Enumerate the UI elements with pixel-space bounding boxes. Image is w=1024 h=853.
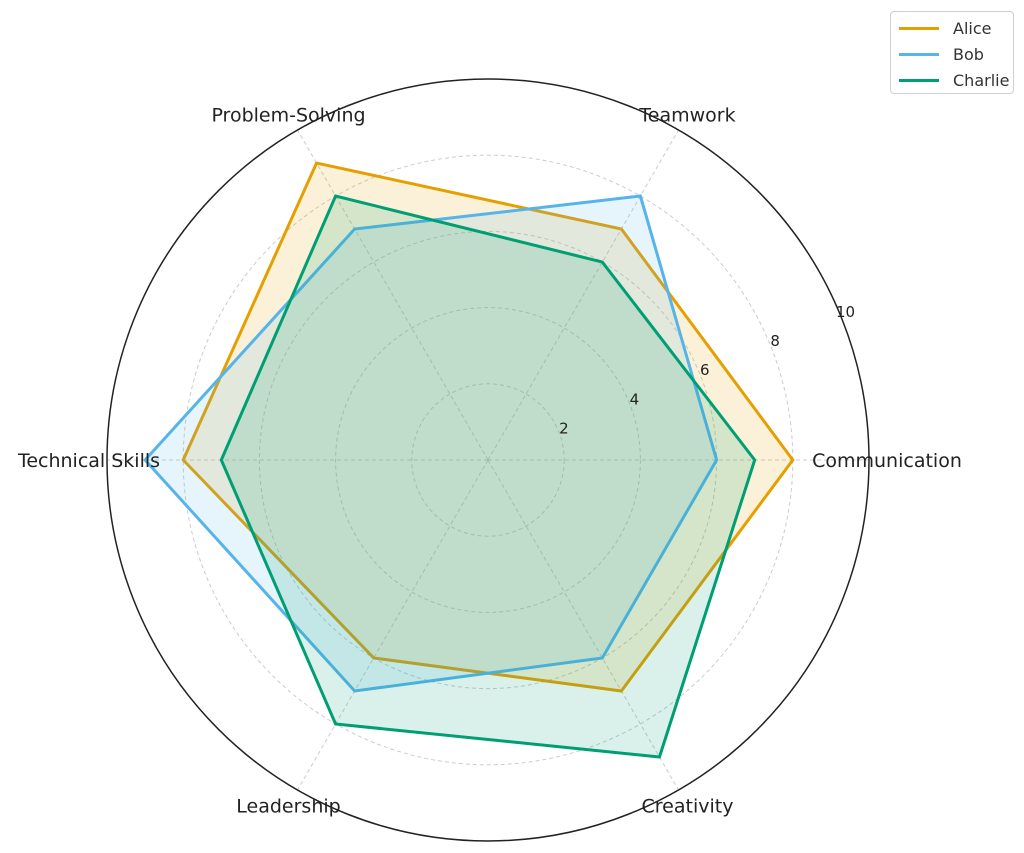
outer-circle: [106, 78, 870, 842]
series-fill-charlie: [221, 196, 755, 757]
series-fill-bob: [145, 196, 717, 691]
grid-spoke: [297, 129, 489, 461]
legend-label-bob: Bob: [953, 44, 984, 64]
legend-item-alice: Alice: [899, 18, 991, 38]
legend-swatch-charlie: [899, 78, 939, 82]
grid-spoke: [297, 459, 489, 791]
legend-swatch-alice: [899, 26, 939, 30]
grid-spoke: [487, 129, 679, 461]
grid-circle: [335, 307, 641, 613]
radial-tick-label: 10: [836, 303, 855, 321]
grid-circle: [411, 383, 565, 537]
legend-item-bob: Bob: [899, 44, 984, 64]
radial-tick-label: 4: [630, 390, 640, 408]
legend-label-charlie: Charlie: [953, 70, 1010, 90]
legend-item-charlie: Charlie: [899, 70, 1009, 90]
axis-label-communication: Communication: [812, 450, 962, 472]
legend: Alice Bob Charlie: [890, 11, 1014, 94]
axis-label-problem-solving: Problem-Solving: [211, 104, 365, 126]
axis-label-creativity: Creativity: [642, 796, 734, 818]
legend-swatch-bob: [899, 52, 939, 56]
axis-label-leadership: Leadership: [236, 796, 340, 818]
axis-label-teamwork: Teamwork: [638, 104, 735, 126]
series-fill-alice: [183, 163, 793, 691]
axis-label-technical-skills: Technical Skills: [17, 450, 160, 472]
radial-tick-label: 6: [700, 361, 710, 379]
grid-spoke: [487, 459, 679, 791]
legend-label-alice: Alice: [953, 18, 992, 38]
radial-tick-label: 8: [770, 332, 780, 350]
radial-tick-label: 2: [559, 420, 569, 438]
